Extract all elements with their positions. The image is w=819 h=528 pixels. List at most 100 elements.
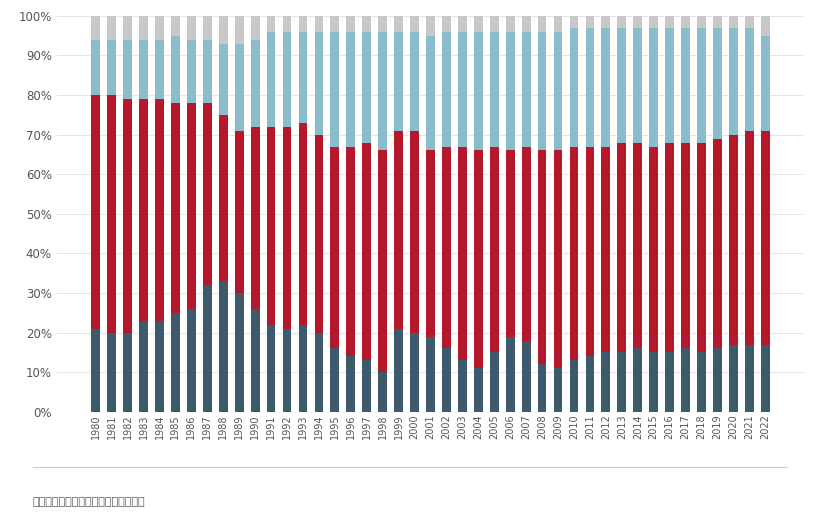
Bar <box>346 16 355 32</box>
Bar <box>617 143 626 353</box>
Bar <box>585 146 594 356</box>
Bar <box>696 353 705 412</box>
Bar <box>91 40 100 95</box>
Bar <box>489 146 498 353</box>
Bar <box>155 321 164 412</box>
Bar <box>410 130 419 333</box>
Bar <box>696 16 705 27</box>
Bar <box>187 40 196 103</box>
Bar <box>713 139 721 348</box>
Bar <box>441 16 450 32</box>
Bar <box>601 28 609 147</box>
Bar <box>585 28 594 147</box>
Bar <box>728 135 737 345</box>
Bar <box>330 16 339 32</box>
Bar <box>378 16 387 32</box>
Bar <box>155 40 164 99</box>
Bar <box>283 16 291 32</box>
Bar <box>473 32 482 150</box>
Bar <box>489 16 498 32</box>
Bar <box>553 16 562 32</box>
Bar <box>298 32 307 123</box>
Bar <box>553 369 562 412</box>
Bar <box>441 146 450 348</box>
Bar <box>266 127 275 325</box>
Bar <box>505 32 514 150</box>
Bar <box>123 99 132 333</box>
Bar <box>553 32 562 150</box>
Bar <box>505 150 514 337</box>
Bar <box>537 32 545 150</box>
Bar <box>202 40 211 103</box>
Bar <box>458 16 466 32</box>
Bar <box>426 150 434 337</box>
Bar <box>681 27 689 143</box>
Bar <box>266 16 275 32</box>
Bar <box>728 16 737 27</box>
Bar <box>617 353 626 412</box>
Bar <box>744 27 753 130</box>
Bar <box>426 36 434 150</box>
Bar <box>521 147 530 341</box>
Bar <box>187 16 196 40</box>
Bar <box>378 150 387 372</box>
Bar <box>314 32 323 135</box>
Bar <box>601 16 609 27</box>
Bar <box>521 32 530 147</box>
Bar <box>298 325 307 412</box>
Bar <box>521 341 530 412</box>
Bar <box>330 348 339 412</box>
Bar <box>744 345 753 412</box>
Bar <box>505 337 514 412</box>
Bar <box>187 103 196 309</box>
Bar <box>171 35 179 103</box>
Bar <box>139 99 147 321</box>
Bar <box>139 16 147 40</box>
Bar <box>649 28 658 147</box>
Bar <box>139 321 147 412</box>
Bar <box>378 372 387 412</box>
Bar <box>123 40 132 99</box>
Bar <box>234 293 243 412</box>
Bar <box>219 115 228 281</box>
Bar <box>521 16 530 32</box>
Bar <box>251 309 259 412</box>
Bar <box>489 32 498 147</box>
Bar <box>362 143 371 360</box>
Bar <box>569 360 577 412</box>
Bar <box>155 99 164 321</box>
Bar <box>713 27 721 139</box>
Bar <box>681 143 689 348</box>
Bar <box>649 16 658 27</box>
Bar <box>394 16 402 32</box>
Bar <box>314 135 323 333</box>
Bar <box>632 16 641 27</box>
Text: 資料來源：日本銀行，資金流量統計。: 資料來源：日本銀行，資金流量統計。 <box>33 497 145 507</box>
Bar <box>362 16 371 32</box>
Bar <box>139 40 147 99</box>
Bar <box>569 28 577 147</box>
Bar <box>728 27 737 135</box>
Bar <box>202 285 211 412</box>
Bar <box>362 360 371 412</box>
Bar <box>283 328 291 412</box>
Bar <box>601 146 609 353</box>
Bar <box>202 16 211 40</box>
Bar <box>664 143 673 353</box>
Bar <box>505 16 514 32</box>
Bar <box>107 333 115 412</box>
Bar <box>441 348 450 412</box>
Bar <box>283 32 291 127</box>
Bar <box>394 130 402 328</box>
Bar <box>473 16 482 32</box>
Bar <box>410 333 419 412</box>
Bar <box>569 146 577 360</box>
Bar <box>346 146 355 356</box>
Bar <box>760 130 769 345</box>
Bar <box>394 328 402 412</box>
Bar <box>123 16 132 40</box>
Bar <box>171 103 179 313</box>
Bar <box>91 328 100 412</box>
Bar <box>219 281 228 412</box>
Bar <box>251 127 259 309</box>
